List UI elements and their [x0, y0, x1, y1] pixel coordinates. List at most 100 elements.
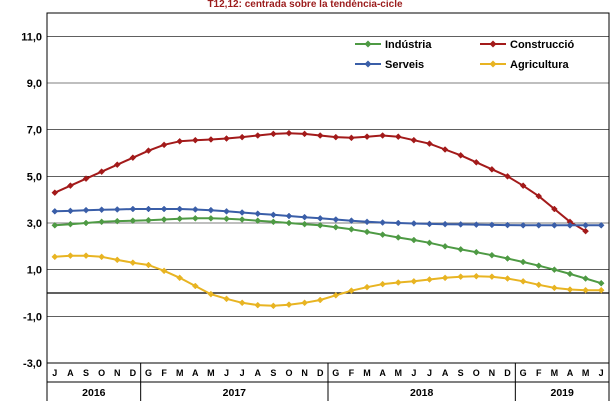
data-point	[254, 217, 262, 225]
legend-label: Agricultura	[510, 59, 570, 71]
data-point	[176, 215, 184, 223]
x-tick-label: D	[317, 368, 324, 378]
data-point	[316, 214, 324, 222]
x-tick-label: M	[176, 368, 184, 378]
data-point	[535, 262, 543, 270]
data-point	[207, 136, 215, 143]
data-point	[301, 130, 308, 138]
data-point	[582, 275, 589, 282]
x-tick-label: M	[551, 368, 559, 378]
data-point	[582, 227, 589, 235]
data-point	[504, 255, 511, 262]
x-tick-label: F	[349, 368, 355, 378]
data-point	[332, 216, 340, 223]
chart-title: T12,12: centrada sobre la tendència-cicl…	[207, 0, 403, 10]
data-point	[207, 214, 215, 222]
data-point	[223, 215, 230, 223]
x-tick-label: J	[411, 368, 416, 378]
data-point	[51, 221, 59, 229]
x-tick-label: N	[489, 368, 496, 378]
data-point	[98, 168, 105, 176]
year-label: 2019	[550, 387, 574, 399]
x-tick-label: G	[145, 368, 152, 378]
axes: 11,09,07,05,03,01,0-1,0-3,0J A S O N D G F M A M J J…	[21, 31, 610, 401]
y-tick-label: 3,0	[27, 218, 42, 230]
data-point	[379, 132, 386, 139]
data-point	[176, 205, 184, 213]
data-point	[129, 217, 137, 225]
x-tick-label: A	[567, 368, 574, 378]
data-point	[145, 147, 152, 155]
data-point	[98, 206, 105, 214]
data-point	[363, 133, 371, 141]
x-tick-label: O	[473, 368, 480, 378]
data-point	[410, 136, 418, 144]
data-point	[238, 216, 246, 223]
data-point	[113, 217, 121, 225]
data-point	[191, 206, 199, 213]
x-tick-label: J	[599, 368, 604, 378]
data-point	[426, 276, 433, 283]
data-point	[207, 206, 215, 214]
data-point	[348, 217, 355, 225]
data-point	[145, 261, 152, 269]
data-point	[285, 129, 293, 137]
series-indústria	[51, 214, 605, 287]
data-point	[270, 302, 277, 310]
data-point	[457, 151, 465, 159]
data-point	[160, 267, 168, 275]
y-tick-label: 7,0	[27, 125, 42, 137]
series-construcció	[51, 129, 589, 235]
data-point	[67, 252, 74, 260]
data-point	[176, 274, 184, 282]
x-tick-label: A	[442, 368, 449, 378]
data-point	[566, 221, 574, 229]
x-tick-label: M	[582, 368, 590, 378]
year-label: 2016	[82, 387, 106, 399]
data-point	[597, 221, 605, 229]
data-point	[426, 220, 433, 228]
data-point	[379, 219, 386, 226]
x-tick-label: S	[83, 368, 89, 378]
data-point	[285, 301, 293, 309]
x-tick-label: J	[240, 368, 245, 378]
data-point	[504, 172, 511, 180]
data-point	[51, 253, 59, 261]
data-point	[426, 140, 433, 148]
data-point	[379, 280, 386, 288]
legend-marker	[364, 60, 372, 68]
data-point	[582, 221, 589, 229]
data-point	[504, 221, 511, 229]
y-tick-label: 9,0	[27, 78, 42, 90]
data-point	[472, 272, 480, 280]
data-point	[301, 299, 308, 307]
data-point	[441, 242, 449, 250]
data-point	[67, 182, 74, 190]
data-point	[285, 219, 293, 227]
x-tick-label: M	[363, 368, 371, 378]
x-tick-label: J	[427, 368, 432, 378]
legend-marker	[489, 60, 497, 68]
series-layer	[51, 129, 605, 310]
data-point	[129, 205, 137, 213]
data-point	[191, 282, 199, 290]
x-tick-label: A	[379, 368, 386, 378]
x-tick-label: J	[224, 368, 229, 378]
data-point	[223, 295, 230, 303]
data-point	[566, 270, 574, 278]
data-point	[332, 223, 340, 231]
data-point	[113, 206, 121, 213]
data-point	[348, 287, 355, 295]
y-tick-label: 11,0	[21, 31, 42, 43]
x-tick-label: G	[332, 368, 339, 378]
y-tick-label: -1,0	[23, 311, 42, 323]
data-point	[551, 284, 558, 292]
data-point	[316, 132, 324, 139]
x-tick-label: F	[161, 368, 167, 378]
legend-label: Serveis	[385, 59, 424, 71]
data-point	[566, 286, 574, 293]
data-point	[535, 221, 543, 229]
data-point	[363, 228, 371, 236]
data-point	[82, 175, 90, 183]
